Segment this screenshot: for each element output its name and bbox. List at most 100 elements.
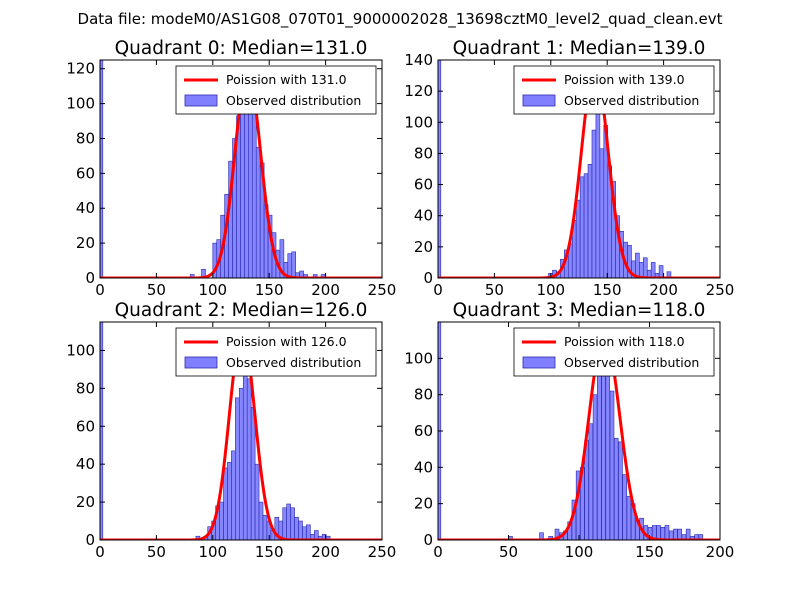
y-tick-label: 60 bbox=[76, 164, 95, 182]
y-tick-label: 40 bbox=[76, 455, 95, 473]
histogram-bar bbox=[605, 361, 611, 540]
x-tick-label: 200 bbox=[706, 543, 735, 561]
x-tick-label: 200 bbox=[649, 281, 678, 299]
histogram-bar bbox=[639, 262, 644, 278]
histogram-bar bbox=[291, 251, 297, 278]
x-tick-label: 0 bbox=[95, 543, 105, 561]
histogram-bar bbox=[579, 176, 585, 278]
legend-observed-label: Observed distribution bbox=[564, 355, 699, 370]
histogram-bar bbox=[642, 257, 648, 278]
y-tick-label: 40 bbox=[76, 199, 95, 217]
x-tick-label: 100 bbox=[198, 543, 227, 561]
histogram-bar bbox=[613, 437, 619, 540]
histogram-bar bbox=[673, 528, 678, 540]
x-tick-label: 0 bbox=[433, 543, 443, 561]
legend: Poission with 139.0 Observed distribution bbox=[513, 65, 715, 115]
x-tick-label: 50 bbox=[499, 543, 518, 561]
y-tick-label: 80 bbox=[76, 379, 95, 397]
y-tick-label: 120 bbox=[404, 82, 433, 100]
histogram-bar bbox=[588, 423, 594, 540]
legend: Poission with 126.0 Observed distribution bbox=[175, 327, 377, 377]
x-tick-label: 0 bbox=[95, 281, 105, 299]
axes-frame bbox=[437, 59, 721, 279]
y-tick-label: 120 bbox=[66, 60, 95, 78]
subplot-title: Quadrant 0: Median=131.0 bbox=[115, 38, 368, 59]
y-tick-label: 140 bbox=[404, 51, 433, 69]
histogram-bar bbox=[246, 378, 252, 540]
y-tick-label: 20 bbox=[76, 493, 95, 511]
histogram-bar bbox=[587, 164, 593, 278]
histogram-bar bbox=[298, 520, 303, 540]
histogram-bar bbox=[279, 239, 285, 278]
histogram-bar bbox=[250, 407, 256, 540]
histogram-bar bbox=[438, 60, 442, 278]
histogram-bar bbox=[306, 524, 311, 540]
histogram-bar bbox=[658, 265, 664, 278]
x-tick-label: 200 bbox=[311, 281, 340, 299]
histogram-bar bbox=[635, 252, 640, 278]
histogram-bar bbox=[597, 372, 602, 540]
histogram-bar bbox=[539, 532, 544, 540]
legend: Poission with 118.0 Observed distribution bbox=[513, 327, 715, 377]
x-tick-label: 150 bbox=[593, 281, 622, 299]
histogram-bar bbox=[231, 450, 236, 540]
histogram-bar bbox=[219, 501, 224, 540]
histogram-bar bbox=[685, 528, 691, 540]
x-tick-label: 50 bbox=[147, 281, 166, 299]
histogram-bar bbox=[622, 474, 627, 540]
histogram-bar bbox=[583, 173, 589, 278]
x-tick-label: 250 bbox=[706, 281, 735, 299]
histogram-bar bbox=[235, 397, 240, 540]
y-tick-label: 0 bbox=[423, 269, 433, 287]
histogram-bar bbox=[592, 394, 598, 540]
histogram-bar bbox=[254, 463, 260, 540]
histogram-bar bbox=[626, 496, 632, 540]
legend-observed-swatch bbox=[184, 356, 218, 369]
subplot-quadrant-1: 0 50 100 150 200 250 0 20 40 60 80 100 120 140 Quadran… bbox=[404, 38, 734, 299]
histogram-bar bbox=[591, 129, 597, 278]
histogram-bar bbox=[251, 94, 257, 278]
x-tick-label: 200 bbox=[311, 543, 340, 561]
histogram-bar bbox=[239, 388, 244, 540]
histogram-bar bbox=[100, 322, 104, 540]
x-tick-label: 50 bbox=[485, 281, 504, 299]
histogram-bar bbox=[262, 515, 268, 540]
x-tick-label: 100 bbox=[198, 281, 227, 299]
x-tick-label: 50 bbox=[147, 543, 166, 561]
histogram-bar bbox=[664, 525, 670, 540]
axes-frame bbox=[99, 59, 383, 279]
x-tick-label: 150 bbox=[255, 281, 284, 299]
legend-observed-swatch bbox=[184, 94, 218, 107]
x-tick-label: 250 bbox=[368, 543, 397, 561]
legend-poisson-label: Poission with 131.0 bbox=[226, 72, 347, 87]
y-tick-label: 100 bbox=[66, 95, 95, 113]
legend: Poission with 131.0 Observed distribution bbox=[175, 65, 377, 115]
subplot-quadrant-0: 0 50 100 150 200 250 0 20 40 60 80 100 120 Quadrant 0… bbox=[66, 38, 396, 299]
y-tick-label: 80 bbox=[414, 386, 433, 404]
histogram-bar bbox=[599, 148, 605, 278]
y-tick-label: 60 bbox=[414, 176, 433, 194]
histogram-bar bbox=[287, 253, 293, 278]
subplot-quadrant-3: 0 50 100 150 200 0 20 40 60 80 100 Quadrant 3: Medi… bbox=[404, 300, 734, 561]
histogram-bar bbox=[650, 262, 656, 278]
y-tick-label: 40 bbox=[414, 207, 433, 225]
y-tick-label: 20 bbox=[76, 234, 95, 252]
histogram-bar bbox=[677, 528, 682, 540]
y-tick-label: 60 bbox=[414, 422, 433, 440]
histogram-bar bbox=[660, 526, 666, 540]
y-tick-label: 20 bbox=[414, 495, 433, 513]
legend-poisson-label: Poission with 126.0 bbox=[226, 334, 347, 349]
x-tick-label: 250 bbox=[368, 281, 397, 299]
histogram-bar bbox=[240, 110, 245, 278]
histogram-bar bbox=[302, 526, 307, 540]
histogram-bar bbox=[255, 146, 261, 278]
histogram-bar bbox=[286, 503, 291, 540]
y-tick-label: 0 bbox=[85, 531, 95, 549]
histogram-bar bbox=[656, 525, 661, 540]
poisson-curve bbox=[438, 66, 720, 278]
figure-title: Data file: modeM0/AS1G08_070T01_90000020… bbox=[78, 10, 723, 29]
axes-frame bbox=[99, 321, 383, 541]
x-tick-label: 100 bbox=[536, 281, 565, 299]
